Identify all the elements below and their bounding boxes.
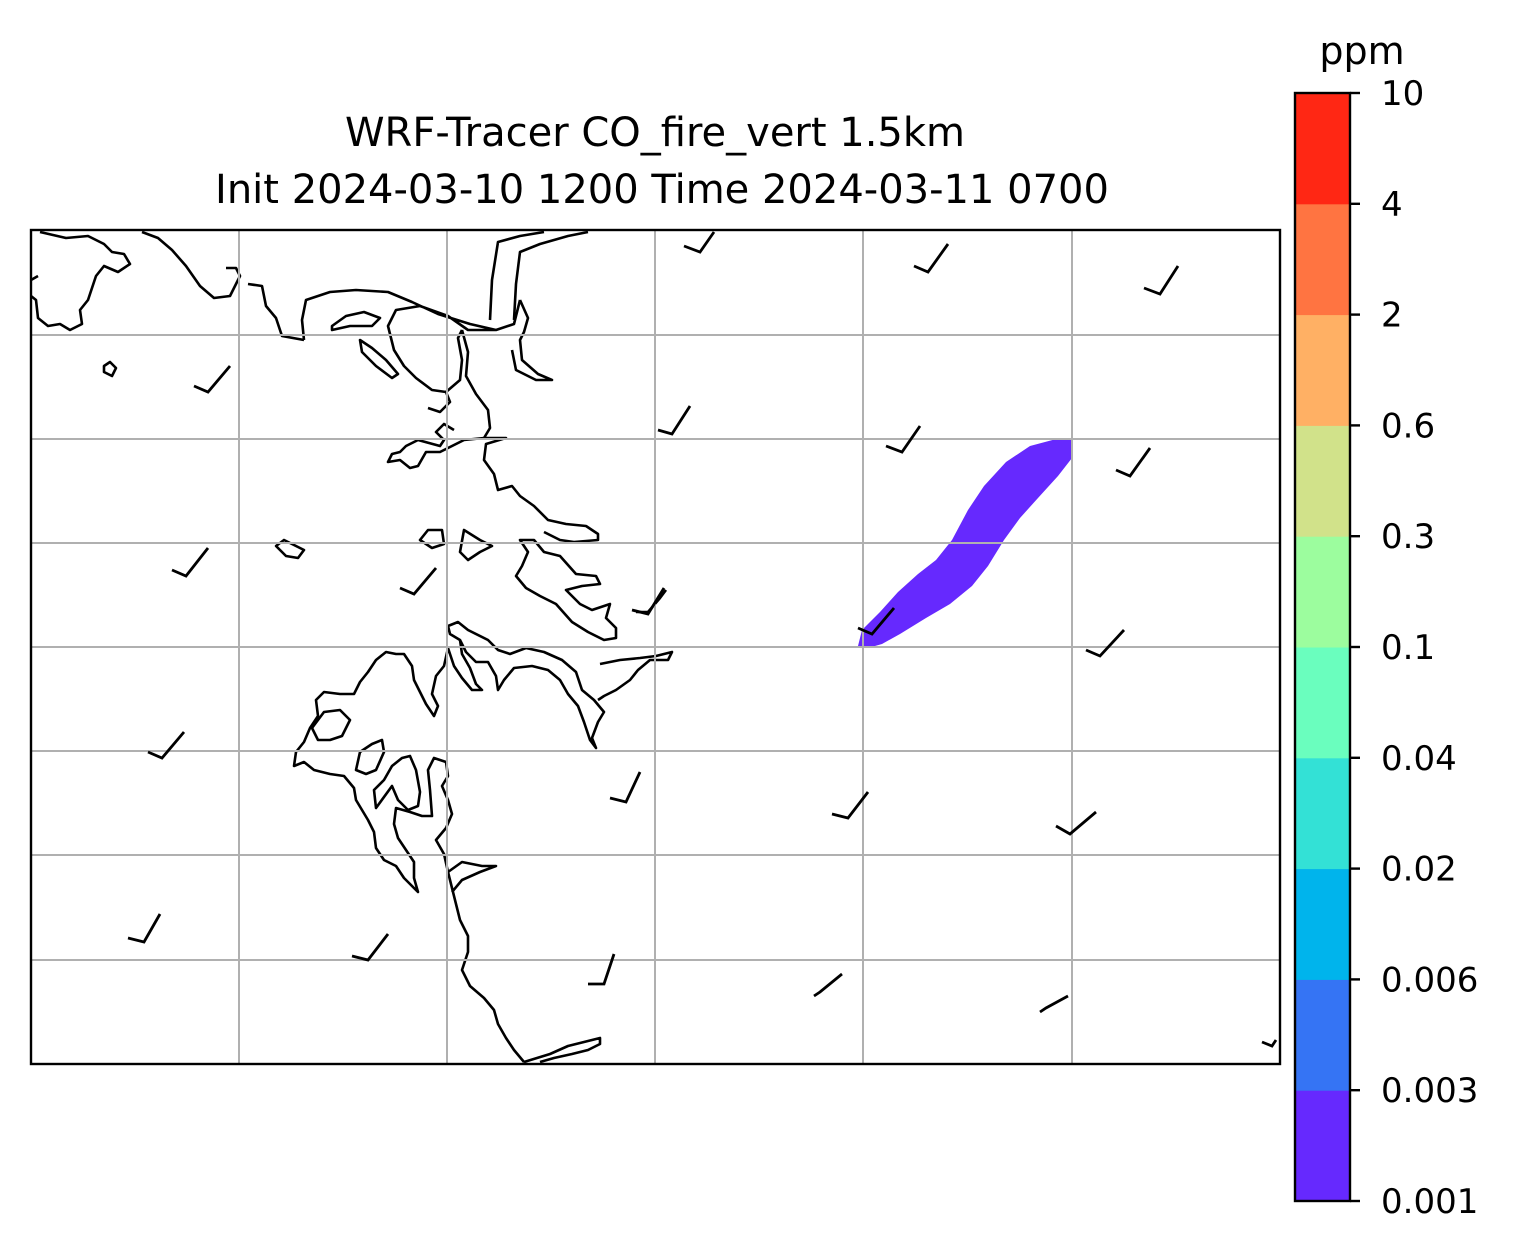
coastline-islet-center [418, 528, 446, 550]
wind-barb [657, 405, 692, 436]
coastline-islet-mid [358, 338, 400, 380]
colorbar-tick-label: 0.04 [1381, 739, 1457, 779]
coastline-south-inner [310, 708, 498, 893]
wind-barb [913, 243, 950, 274]
colorbar-tick-label: 0.02 [1381, 850, 1457, 890]
coastline-bay-north [300, 288, 522, 414]
colorbar-ticks: 0.001 0.003 0.006 0.02 0.04 0.1 0.3 0.6 2 4 10 [1350, 74, 1478, 1222]
colorbar-tick-label: 2 [1381, 296, 1403, 336]
colorbar-tick-label: 0.006 [1381, 960, 1478, 1000]
colorbar-band [1295, 979, 1350, 1091]
coastline-islet-center-west [274, 538, 306, 560]
colorbar-tick-label: 0.003 [1381, 1071, 1478, 1111]
map-panel [29, 228, 1282, 1066]
wind-barb [1055, 810, 1097, 836]
wind-barb [813, 972, 843, 998]
colorbar-bands [1295, 93, 1350, 1202]
colorbar-tick-label: 10 [1381, 74, 1424, 114]
wind-barb [1143, 265, 1180, 296]
coastlines [31, 230, 674, 1064]
wind-barb [147, 731, 186, 760]
wind-barb [171, 547, 210, 578]
colorbar-band [1295, 647, 1350, 759]
coastline-southwest-mainland [292, 639, 602, 1064]
map-gridlines [31, 230, 1280, 1064]
colorbar-band [1295, 314, 1350, 426]
colorbar-tick-label: 0.001 [1381, 1182, 1478, 1222]
colorbar-tick-label: 4 [1381, 185, 1403, 225]
wind-barb [1085, 629, 1126, 658]
wind-barb [683, 231, 716, 254]
wind-barb [631, 587, 666, 616]
wind-barb [588, 953, 616, 986]
colorbar-tick-label: 0.6 [1381, 406, 1435, 446]
wind-barb [1261, 1039, 1278, 1048]
colorbar-band [1295, 93, 1350, 205]
colorbar-band [1295, 536, 1350, 648]
title-line-1: WRF-Tracer CO_fire_vert 1.5km [345, 110, 965, 156]
coastline-inlet-north [488, 230, 589, 382]
colorbar-frame [1293, 91, 1352, 1203]
colorbar-band [1295, 1090, 1350, 1202]
colorbar-band [1295, 868, 1350, 980]
coastline-islet-west [102, 360, 118, 378]
wind-barb [609, 771, 642, 804]
wind-barbs [127, 231, 1278, 1048]
colorbar-unit-label: ppm [1319, 29, 1404, 73]
title-line-2: Init 2024-03-10 1200 Time 2024-03-11 070… [215, 167, 1109, 213]
wind-barb [193, 365, 232, 394]
wind-barb [1039, 994, 1069, 1014]
wind-barb [831, 791, 870, 820]
coastline-northwest [31, 230, 305, 342]
map-frame [29, 228, 1282, 1066]
colorbar-band [1295, 425, 1350, 537]
wind-barb [1115, 447, 1152, 478]
wind-barb [399, 567, 438, 596]
coastline-peninsula-south [446, 620, 674, 750]
wind-barb [885, 425, 922, 454]
colorbar-band [1295, 757, 1350, 870]
coastline-islet-bay [330, 310, 382, 332]
colorbar-tick-label: 0.1 [1381, 628, 1435, 668]
colorbar: ppm 0.001 0.003 0.006 0.02 0.04 0.1 0.3 0.6 2 4 10 [1293, 29, 1478, 1222]
colorbar-tick-label: 0.3 [1381, 517, 1435, 557]
wind-barb [857, 607, 896, 636]
wind-barb [127, 913, 162, 944]
colorbar-band [1295, 203, 1350, 316]
wind-barb [351, 933, 390, 962]
